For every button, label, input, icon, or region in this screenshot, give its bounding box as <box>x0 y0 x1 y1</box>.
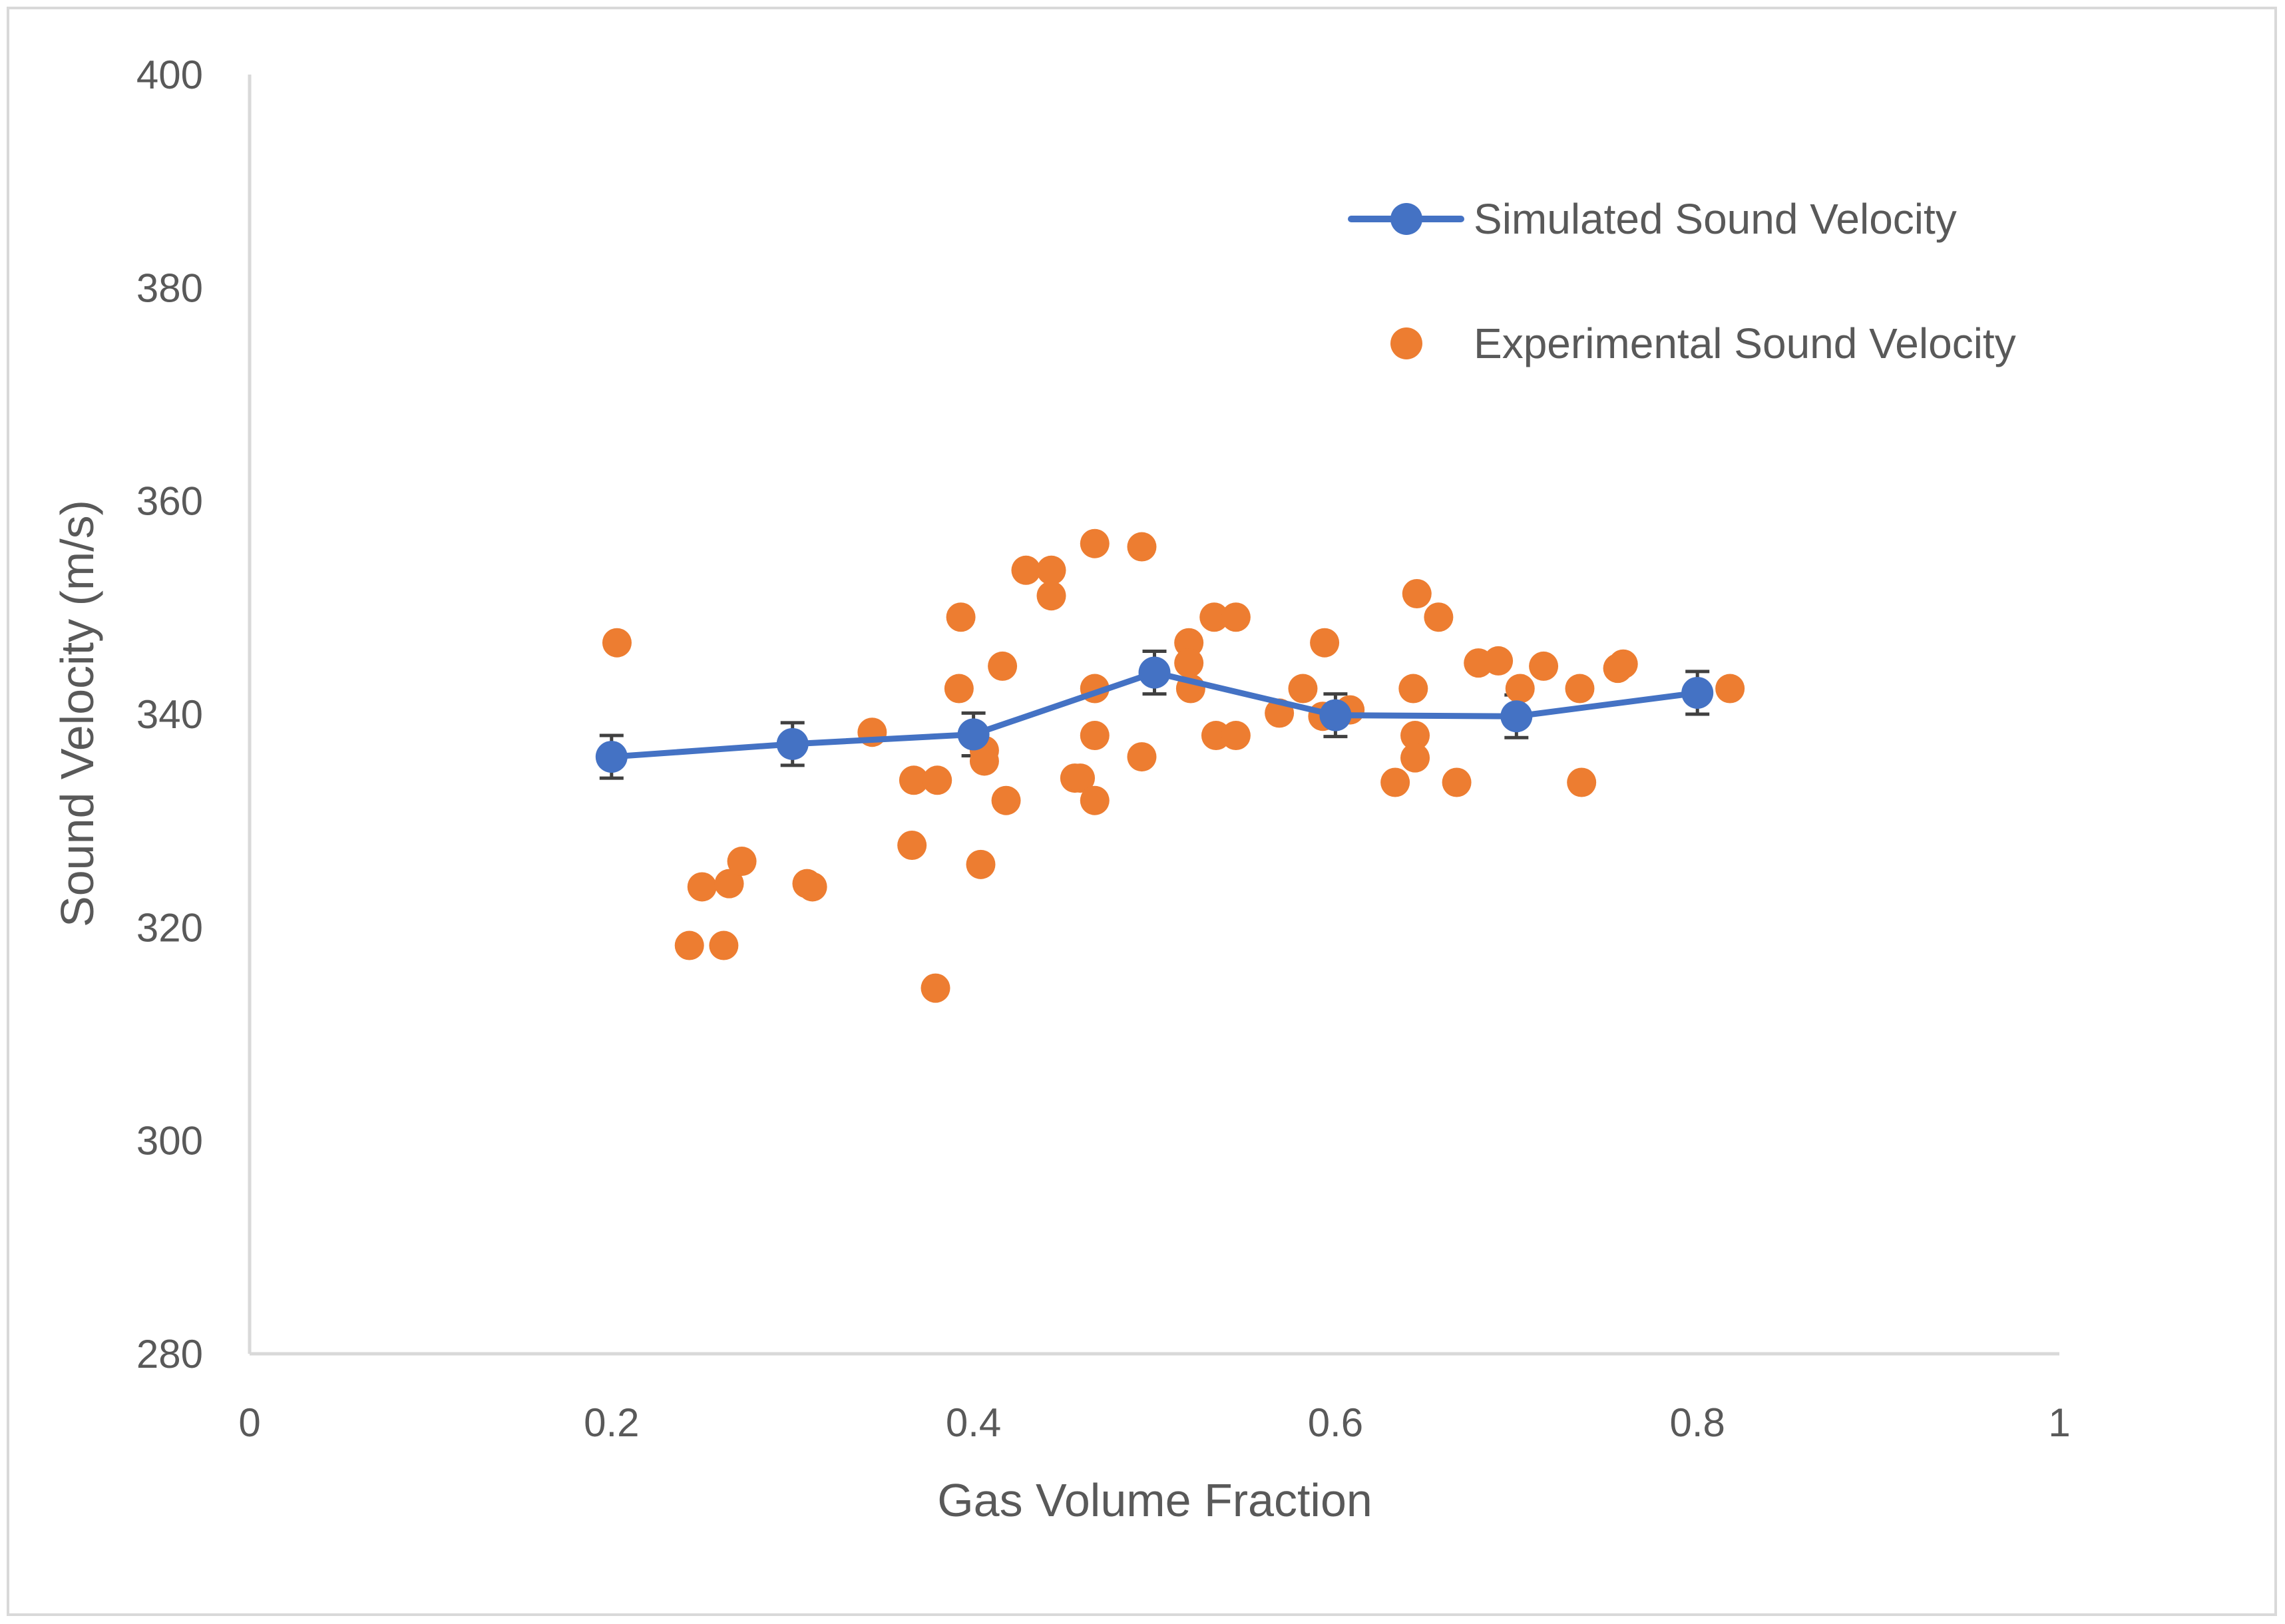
experimental-point <box>1199 602 1229 632</box>
legend-experimental-marker <box>1390 327 1422 359</box>
y-tick-label: 300 <box>136 1119 203 1163</box>
x-tick-labels: 0 0.2 0.4 0.6 0.8 1 <box>238 1400 2070 1445</box>
y-tick-label: 380 <box>136 266 203 310</box>
y-tick-label: 320 <box>136 905 203 950</box>
legend-simulated-marker <box>1390 203 1422 235</box>
experimental-point <box>899 765 929 795</box>
experimental-point <box>1400 721 1430 751</box>
simulated-point <box>1138 656 1171 689</box>
experimental-point <box>674 930 704 960</box>
x-tick-label: 0.4 <box>946 1400 1001 1445</box>
experimental-point <box>1505 674 1535 704</box>
experimental-point <box>1221 602 1251 632</box>
experimental-point <box>1484 646 1514 676</box>
experimental-point <box>1036 555 1066 585</box>
y-tick-label: 340 <box>136 692 203 737</box>
experimental-point <box>991 785 1021 815</box>
legend-experimental-label: Experimental Sound Velocity <box>1474 319 2016 367</box>
experimental-point <box>1402 579 1432 609</box>
experimental-point <box>1442 767 1472 797</box>
x-tick-label: 1 <box>2048 1400 2070 1445</box>
simulated-point <box>957 718 990 751</box>
x-tick-label: 0.6 <box>1308 1400 1363 1445</box>
x-tick-label: 0.8 <box>1669 1400 1725 1445</box>
x-tick-label: 0 <box>238 1400 260 1445</box>
experimental-point <box>944 674 974 704</box>
experimental-point <box>1036 581 1066 611</box>
experimental-point <box>1380 767 1410 797</box>
legend-item-experimental: Experimental Sound Velocity <box>1390 319 2016 367</box>
simulated-series <box>595 656 1714 773</box>
experimental-point <box>923 765 952 795</box>
experimental-point <box>714 869 744 899</box>
simulated-point <box>1319 699 1352 731</box>
experimental-point <box>1221 721 1251 751</box>
experimental-point <box>966 849 996 879</box>
experimental-point <box>687 872 717 902</box>
experimental-point <box>1567 767 1597 797</box>
experimental-point <box>1715 674 1745 704</box>
simulated-point <box>1681 676 1714 709</box>
experimental-point <box>602 628 632 658</box>
experimental-point <box>1127 742 1157 772</box>
experimental-point <box>1080 528 1110 558</box>
experimental-point <box>1080 785 1110 815</box>
experimental-point <box>969 746 999 776</box>
experimental-point <box>946 602 976 632</box>
experimental-series <box>602 528 1745 1003</box>
experimental-point <box>1398 674 1428 704</box>
experimental-point <box>921 973 950 1003</box>
experimental-point <box>1066 763 1096 793</box>
y-tick-label: 360 <box>136 479 203 524</box>
legend-item-simulated: Simulated Sound Velocity <box>1348 195 1957 243</box>
simulated-point <box>595 741 628 773</box>
experimental-point <box>797 872 827 902</box>
experimental-point <box>1529 651 1559 681</box>
experimental-point <box>1011 555 1041 585</box>
simulated-point <box>776 727 809 760</box>
legend-simulated-label: Simulated Sound Velocity <box>1474 195 1957 243</box>
experimental-point <box>727 847 757 877</box>
x-axis-title: Gas Volume Fraction <box>937 1474 1372 1526</box>
experimental-point <box>1174 648 1204 678</box>
experimental-point <box>1127 532 1157 562</box>
experimental-point <box>1400 743 1430 773</box>
legend: Simulated Sound Velocity Experimental So… <box>1348 195 2016 367</box>
experimental-point <box>1608 649 1638 679</box>
experimental-point <box>1080 721 1110 751</box>
chart-frame <box>7 7 2277 1616</box>
experimental-point <box>1565 674 1595 704</box>
x-tick-label: 0.2 <box>584 1400 639 1445</box>
experimental-point <box>1174 628 1204 658</box>
y-tick-labels: 280 300 320 340 360 380 400 <box>136 53 203 1376</box>
y-tick-label: 400 <box>136 53 203 97</box>
experimental-point <box>1310 628 1340 658</box>
experimental-point <box>709 930 739 960</box>
experimental-point <box>1288 674 1318 704</box>
y-axis-title: Sound Velocity (m/s) <box>51 500 103 927</box>
experimental-point <box>988 651 1018 681</box>
axes <box>248 75 2059 1356</box>
y-tick-label: 280 <box>136 1332 203 1376</box>
experimental-point <box>897 831 927 861</box>
experimental-point <box>1424 602 1454 632</box>
simulated-point <box>1500 700 1533 733</box>
